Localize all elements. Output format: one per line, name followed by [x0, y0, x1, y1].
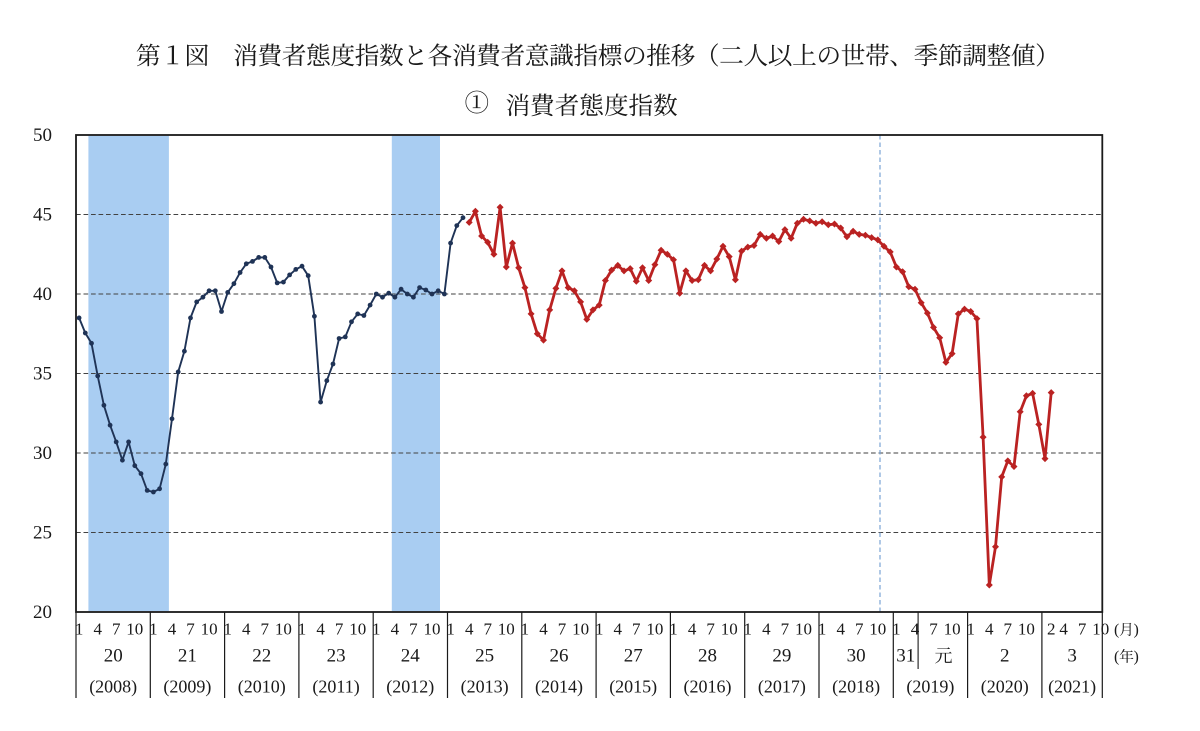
svg-text:28: 28	[698, 646, 717, 667]
svg-text:1: 1	[966, 620, 975, 639]
svg-text:7: 7	[781, 620, 790, 639]
svg-text:7: 7	[483, 620, 492, 639]
svg-text:4: 4	[911, 620, 920, 639]
svg-text:1: 1	[818, 620, 827, 639]
svg-text:4: 4	[762, 620, 771, 639]
svg-text:(2009): (2009)	[163, 677, 211, 698]
svg-text:4: 4	[1059, 620, 1068, 639]
svg-text:7: 7	[855, 620, 864, 639]
svg-text:30: 30	[847, 646, 866, 667]
svg-text:1: 1	[892, 620, 901, 639]
svg-text:10: 10	[869, 620, 886, 639]
svg-text:10: 10	[126, 620, 143, 639]
svg-text:): )	[1134, 649, 1139, 666]
svg-text:1: 1	[744, 620, 753, 639]
svg-text:10: 10	[275, 620, 292, 639]
svg-text:7: 7	[632, 620, 641, 639]
svg-text:10: 10	[721, 620, 738, 639]
svg-text:7: 7	[261, 620, 270, 639]
svg-text:(2021): (2021)	[1048, 677, 1096, 698]
svg-text:4: 4	[93, 620, 102, 639]
svg-text:40: 40	[33, 284, 52, 305]
svg-text:4: 4	[688, 620, 697, 639]
svg-text:4: 4	[836, 620, 845, 639]
svg-text:7: 7	[186, 620, 195, 639]
svg-text:35: 35	[33, 364, 52, 385]
svg-text:7: 7	[1078, 620, 1087, 639]
svg-text:25: 25	[475, 646, 494, 667]
svg-text:3: 3	[1067, 646, 1077, 667]
svg-text:20: 20	[104, 646, 123, 667]
svg-text:(2013): (2013)	[461, 677, 509, 698]
svg-text:29: 29	[772, 646, 791, 667]
svg-text:45: 45	[33, 205, 52, 226]
svg-text:4: 4	[168, 620, 177, 639]
svg-text:10: 10	[944, 620, 961, 639]
svg-text:1: 1	[75, 620, 84, 639]
svg-text:10: 10	[572, 620, 589, 639]
svg-text:(: (	[1114, 649, 1119, 666]
svg-text:26: 26	[550, 646, 569, 667]
svg-text:(2016): (2016)	[684, 677, 732, 698]
svg-text:(2019): (2019)	[906, 677, 954, 698]
svg-text:7: 7	[1004, 620, 1013, 639]
svg-text:(2018): (2018)	[832, 677, 880, 698]
svg-text:1: 1	[521, 620, 530, 639]
svg-text:27: 27	[624, 646, 643, 667]
svg-text:7: 7	[706, 620, 715, 639]
svg-text:(2011): (2011)	[312, 677, 359, 698]
svg-text:4: 4	[465, 620, 474, 639]
svg-text:20: 20	[33, 602, 52, 623]
svg-text:4: 4	[614, 620, 623, 639]
svg-text:1: 1	[223, 620, 232, 639]
svg-text:(: (	[1114, 622, 1119, 639]
svg-text:4: 4	[242, 620, 251, 639]
svg-text:31: 31	[896, 646, 915, 667]
svg-text:10: 10	[349, 620, 366, 639]
svg-text:(2020): (2020)	[981, 677, 1029, 698]
svg-text:10: 10	[646, 620, 663, 639]
svg-text:2: 2	[1047, 620, 1056, 639]
svg-text:22: 22	[252, 646, 271, 667]
svg-text:1: 1	[669, 620, 678, 639]
svg-text:4: 4	[316, 620, 325, 639]
svg-text:10: 10	[1018, 620, 1035, 639]
svg-text:10: 10	[201, 620, 218, 639]
svg-text:10: 10	[1092, 620, 1109, 639]
svg-text:10: 10	[795, 620, 812, 639]
svg-text:(2012): (2012)	[386, 677, 434, 698]
svg-text:7: 7	[409, 620, 418, 639]
svg-text:7: 7	[335, 620, 344, 639]
svg-text:30: 30	[33, 443, 52, 464]
svg-text:2: 2	[1000, 646, 1010, 667]
svg-text:1: 1	[446, 620, 455, 639]
svg-text:1: 1	[298, 620, 307, 639]
svg-text:7: 7	[112, 620, 121, 639]
svg-text:(2015): (2015)	[609, 677, 657, 698]
svg-text:25: 25	[33, 523, 52, 544]
svg-text:1: 1	[149, 620, 158, 639]
svg-text:4: 4	[985, 620, 994, 639]
svg-text:24: 24	[401, 646, 421, 667]
svg-text:50: 50	[33, 125, 52, 146]
svg-text:1: 1	[372, 620, 381, 639]
svg-text:(2014): (2014)	[535, 677, 583, 698]
svg-text:7: 7	[558, 620, 567, 639]
svg-text:(2010): (2010)	[238, 677, 286, 698]
svg-text:7: 7	[929, 620, 938, 639]
svg-text:(2008): (2008)	[89, 677, 137, 698]
svg-text:10: 10	[424, 620, 441, 639]
svg-text:21: 21	[178, 646, 197, 667]
svg-text:23: 23	[327, 646, 346, 667]
svg-text:10: 10	[498, 620, 515, 639]
svg-text:4: 4	[391, 620, 400, 639]
svg-text:4: 4	[539, 620, 548, 639]
svg-text:1: 1	[595, 620, 604, 639]
svg-text:): )	[1134, 622, 1139, 639]
svg-text:(2017): (2017)	[758, 677, 806, 698]
